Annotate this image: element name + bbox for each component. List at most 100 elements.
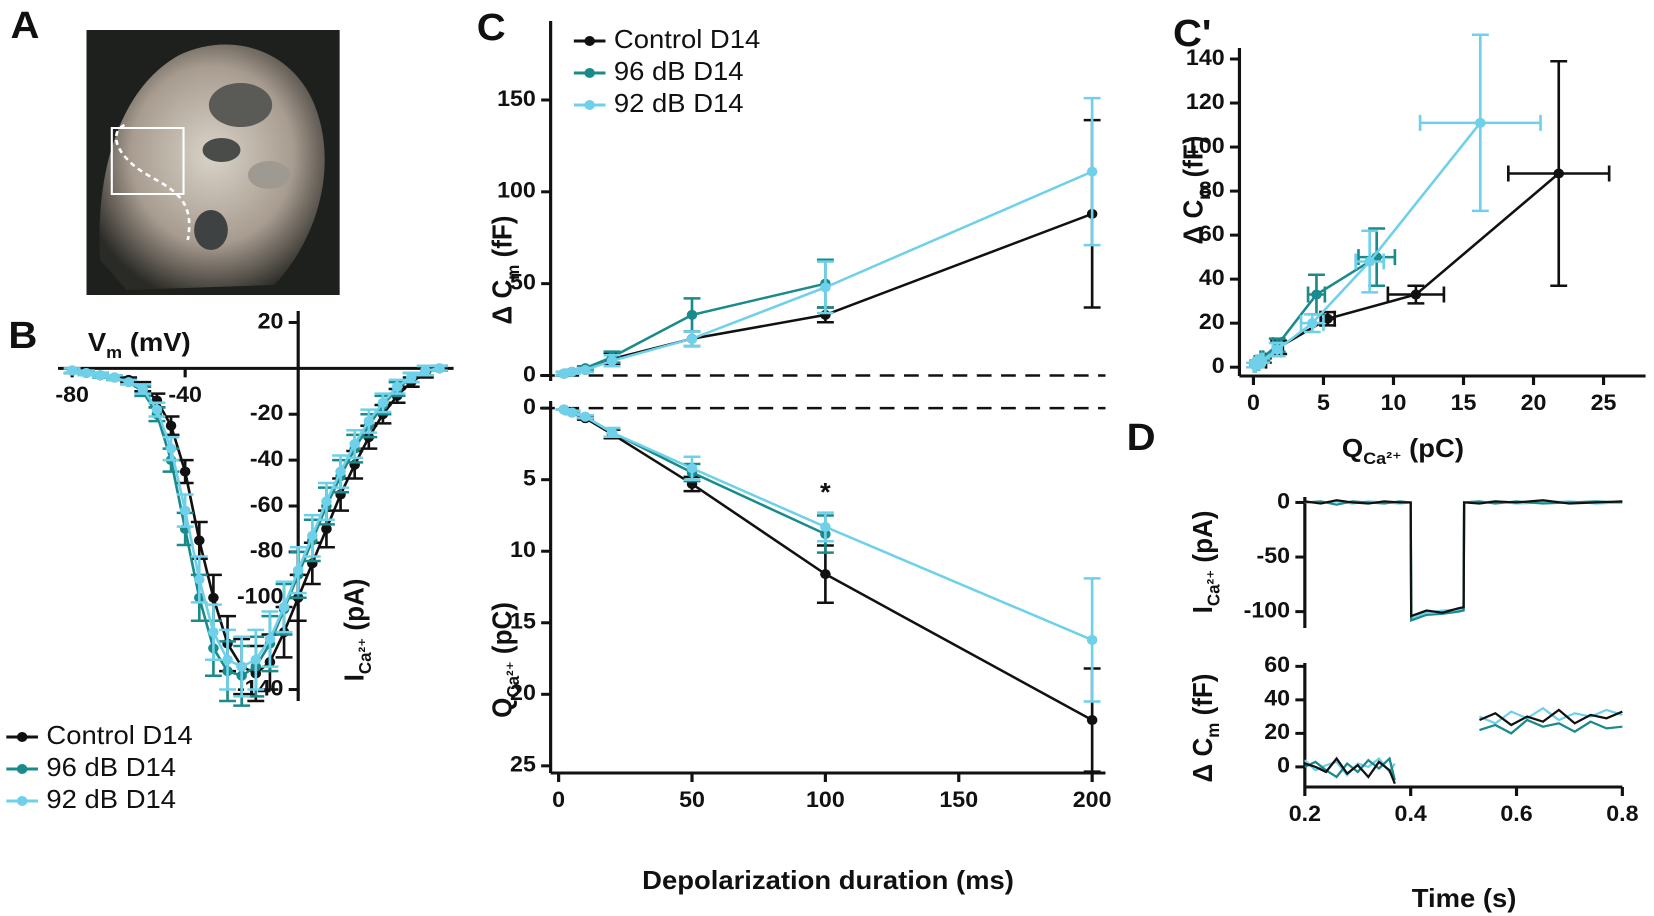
legend-label: 92 dB D14 (614, 89, 744, 118)
axis-label-part: (pA) (339, 579, 370, 638)
axis-label-part: Δ C (1178, 200, 1209, 245)
axis-label-part: Δ C (1187, 738, 1218, 783)
data-point (1322, 313, 1333, 324)
data-point (250, 654, 262, 665)
y-tick-label: 0 (1277, 753, 1290, 777)
legend-marker (16, 796, 28, 806)
data-point (1311, 289, 1322, 300)
series-line (1479, 706, 1623, 725)
axis-label: Time (s) (1412, 884, 1517, 913)
axis-label-part: (mV) (122, 328, 191, 357)
y-tick-label: -50 (1257, 543, 1291, 567)
y-tick-label: 80 (1199, 177, 1225, 201)
data-point (66, 365, 78, 376)
axis-label-part: Δ C (487, 280, 518, 325)
y-tick-label: -80 (250, 538, 284, 562)
legend-label: Control D14 (614, 25, 760, 54)
data-point (208, 592, 219, 603)
data-point (307, 530, 318, 541)
axis-label-part: Ca²⁺ (354, 638, 375, 674)
data-point (820, 521, 831, 532)
data-point (566, 407, 578, 418)
axis-label-part: m (106, 342, 122, 361)
x-tick-label: 0.8 (1606, 801, 1638, 825)
series-line (563, 212, 1093, 375)
y-tick-label: 0 (1277, 489, 1290, 513)
axis-label-part: I (339, 674, 370, 681)
data-point (1410, 289, 1422, 300)
x-tick-label: 50 (679, 787, 705, 811)
data-point (1256, 355, 1268, 366)
annotation: * (820, 478, 831, 507)
series-line (1304, 756, 1396, 781)
axis-label: Δ Cm (fF) (1187, 674, 1223, 783)
y-tick-label: 0 (523, 395, 536, 419)
y-tick-label: 40 (1264, 686, 1290, 710)
y-tick-label: 20 (258, 309, 284, 333)
data-point (1306, 318, 1318, 329)
axis-label-part: (fF) (1187, 674, 1218, 723)
data-point (278, 601, 290, 612)
panel-label: C (477, 7, 506, 49)
y-tick-label: 5 (523, 466, 536, 490)
x-tick-label: 150 (939, 787, 978, 811)
photo (86, 30, 340, 295)
data-point (566, 366, 578, 377)
data-point (123, 377, 134, 388)
data-point (377, 397, 389, 408)
axis-label-part: (fF) (1178, 136, 1209, 185)
axis-label-part: (pA) (1187, 511, 1218, 570)
x-tick-label: 0 (1247, 390, 1260, 414)
axis-label-part: Time (s) (1412, 884, 1517, 913)
axis-label-part: m (1202, 723, 1223, 738)
data-point (1475, 117, 1486, 128)
data-point (1086, 166, 1098, 177)
axis-label-part: Q (1342, 434, 1363, 463)
axis-label-part: V (88, 328, 106, 357)
data-point (420, 365, 431, 376)
panel-label: C' (1173, 13, 1211, 55)
panel-label: B (8, 315, 37, 357)
y-tick-label: 10 (510, 538, 536, 562)
series-line (1304, 499, 1623, 618)
data-point (1086, 715, 1098, 726)
data-point (434, 363, 445, 374)
axis-label: ICa²⁺ (pA) (1187, 511, 1223, 614)
legend-marker (584, 68, 595, 78)
axis-label-part: m (502, 265, 523, 280)
x-tick-label: 25 (1591, 390, 1617, 414)
data-point (321, 496, 332, 507)
data-point (580, 411, 591, 422)
y-tick-label: 20 (510, 681, 536, 705)
data-point (820, 282, 831, 293)
series-line (563, 170, 1093, 375)
x-tick-label: -80 (55, 383, 89, 407)
x-tick-label: 200 (1073, 787, 1112, 811)
x-tick-label: 0.6 (1500, 801, 1532, 825)
data-point (165, 443, 177, 454)
x-tick-label: 0.4 (1395, 801, 1428, 825)
axis-label: Vm (mV) (88, 328, 191, 362)
x-tick-label: 15 (1451, 390, 1477, 414)
y-tick-label: 60 (1264, 653, 1290, 677)
data-point (194, 535, 205, 546)
data-point (109, 372, 120, 383)
legend-marker (16, 732, 28, 742)
data-point (236, 661, 247, 672)
x-tick-label: 10 (1381, 390, 1407, 414)
data-point (1364, 256, 1375, 267)
y-tick-label: 150 (497, 86, 536, 110)
axis-label-part: m (1193, 185, 1214, 200)
y-tick-label: 50 (510, 270, 536, 294)
series-line (1479, 708, 1623, 727)
data-point (179, 505, 191, 516)
data-point (335, 466, 346, 477)
y-tick-label: 20 (1264, 720, 1290, 744)
x-tick-label: 0.2 (1289, 801, 1321, 825)
legend-label: 96 dB D14 (614, 57, 744, 86)
data-point (179, 466, 191, 477)
y-tick-label: -100 (1244, 598, 1290, 622)
data-point (321, 523, 332, 534)
axis-label-part: Q (487, 698, 518, 718)
